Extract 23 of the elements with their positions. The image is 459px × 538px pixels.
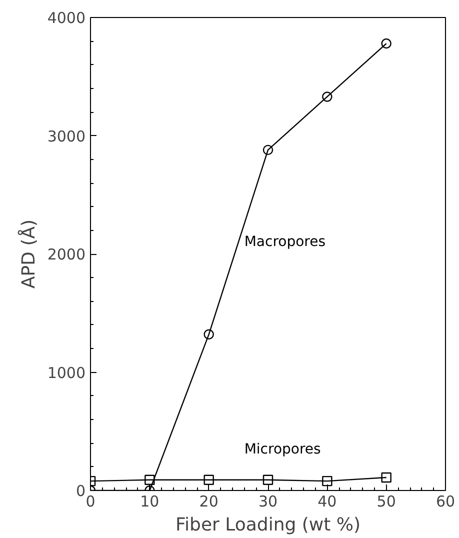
y-tick-label: 4000 bbox=[47, 9, 86, 27]
point bbox=[322, 92, 332, 102]
x-tick-label: 30 bbox=[258, 492, 278, 510]
series-label: Macropores bbox=[244, 234, 326, 250]
y-tick-label: 1000 bbox=[47, 364, 86, 382]
point bbox=[204, 329, 214, 340]
y-tick-label: 2000 bbox=[47, 246, 86, 264]
point bbox=[262, 144, 274, 156]
series-label: Micropores bbox=[244, 441, 321, 458]
point bbox=[381, 38, 392, 49]
point bbox=[322, 476, 332, 486]
y-axis-title: APD (Å) bbox=[17, 219, 40, 289]
x-tick-label: 40 bbox=[318, 492, 337, 510]
x-tick-label: 10 bbox=[140, 492, 160, 510]
x-tick-label: 50 bbox=[376, 492, 396, 510]
y-tick-label: 3000 bbox=[47, 127, 86, 146]
point bbox=[144, 474, 155, 485]
x-tick-label: 60 bbox=[436, 492, 456, 510]
x-tick-label: 20 bbox=[199, 492, 218, 510]
point bbox=[204, 474, 214, 485]
point bbox=[381, 472, 392, 483]
x-axis-title: Fiber Loading (wt %) bbox=[175, 514, 361, 536]
point bbox=[262, 474, 274, 485]
